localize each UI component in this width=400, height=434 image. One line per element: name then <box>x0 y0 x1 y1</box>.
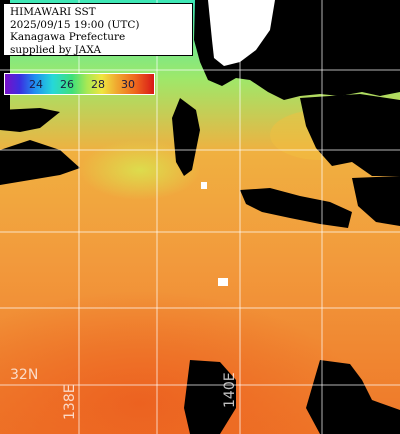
east-land <box>352 176 400 226</box>
island-2 <box>201 182 207 189</box>
title-line-1: HIMAWARI SST <box>10 6 96 18</box>
sagami-coast <box>0 140 80 185</box>
cloud-area-south <box>184 360 236 434</box>
west-coast <box>0 108 60 132</box>
izu-islands <box>240 188 352 228</box>
title-line-4: supplied by JAXA <box>10 43 102 56</box>
cloud-area-se <box>306 360 400 434</box>
izu-peninsula <box>172 98 200 176</box>
legend-tick-28: 28 <box>91 78 105 91</box>
title-line-2: 2025/09/15 19:00 (UTC) <box>10 18 140 31</box>
legend-tick-26: 26 <box>60 78 74 91</box>
boso-land <box>300 94 400 176</box>
legend-tick-24: 24 <box>29 78 43 91</box>
title-box: HIMAWARI SST 2025/09/15 19:00 (UTC) Kana… <box>3 3 193 56</box>
lat-label-32n: 32N <box>10 367 39 383</box>
lon-label-140e: 140E <box>222 372 238 408</box>
title-line-3: Kanagawa Prefecture <box>10 31 126 43</box>
island <box>218 278 228 286</box>
land-white-patch <box>208 0 275 66</box>
lon-label-138e: 138E <box>62 384 78 420</box>
color-legend: 24 26 28 30 <box>4 73 155 95</box>
legend-tick-30: 30 <box>121 78 135 91</box>
cool-patch <box>80 140 200 200</box>
